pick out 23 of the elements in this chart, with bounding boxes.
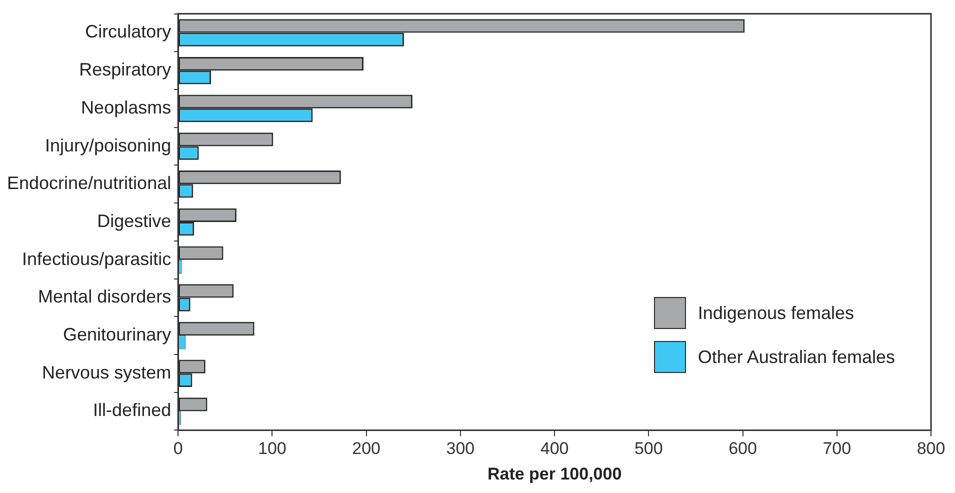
- x-tick-label: 400: [540, 439, 569, 458]
- y-tick-label: Digestive: [97, 210, 172, 231]
- x-tick-label: 600: [728, 439, 757, 458]
- x-tick-label: 500: [634, 439, 663, 458]
- x-tick-label: 700: [822, 439, 852, 458]
- x-tick-label: 300: [446, 439, 475, 458]
- x-tick-label: 800: [916, 439, 946, 458]
- y-tick-label: Infectious/parasitic: [22, 248, 172, 269]
- y-tick-label: Endocrine/nutritional: [6, 173, 172, 194]
- x-axis-title: Rate per 100,000: [487, 464, 622, 484]
- x-tick-label: 0: [173, 439, 183, 458]
- y-tick-label: Nervous system: [42, 362, 172, 382]
- y-tick-label: Respiratory: [79, 60, 172, 80]
- legend-label: Other Australian females: [698, 346, 895, 368]
- y-tick-label: Neoplasms: [81, 97, 172, 118]
- y-tick-label: Genitourinary: [63, 324, 172, 345]
- x-tick-label: 100: [258, 439, 286, 458]
- y-tick-label: Injury/poisoning: [45, 135, 172, 156]
- y-tick-label: Mental disorders: [38, 286, 172, 307]
- legend-label: Indigenous females: [698, 302, 854, 324]
- y-tick-label: Circulatory: [85, 22, 172, 42]
- y-tick-label: Ill-defined: [93, 400, 172, 420]
- x-tick-label: 200: [352, 439, 381, 458]
